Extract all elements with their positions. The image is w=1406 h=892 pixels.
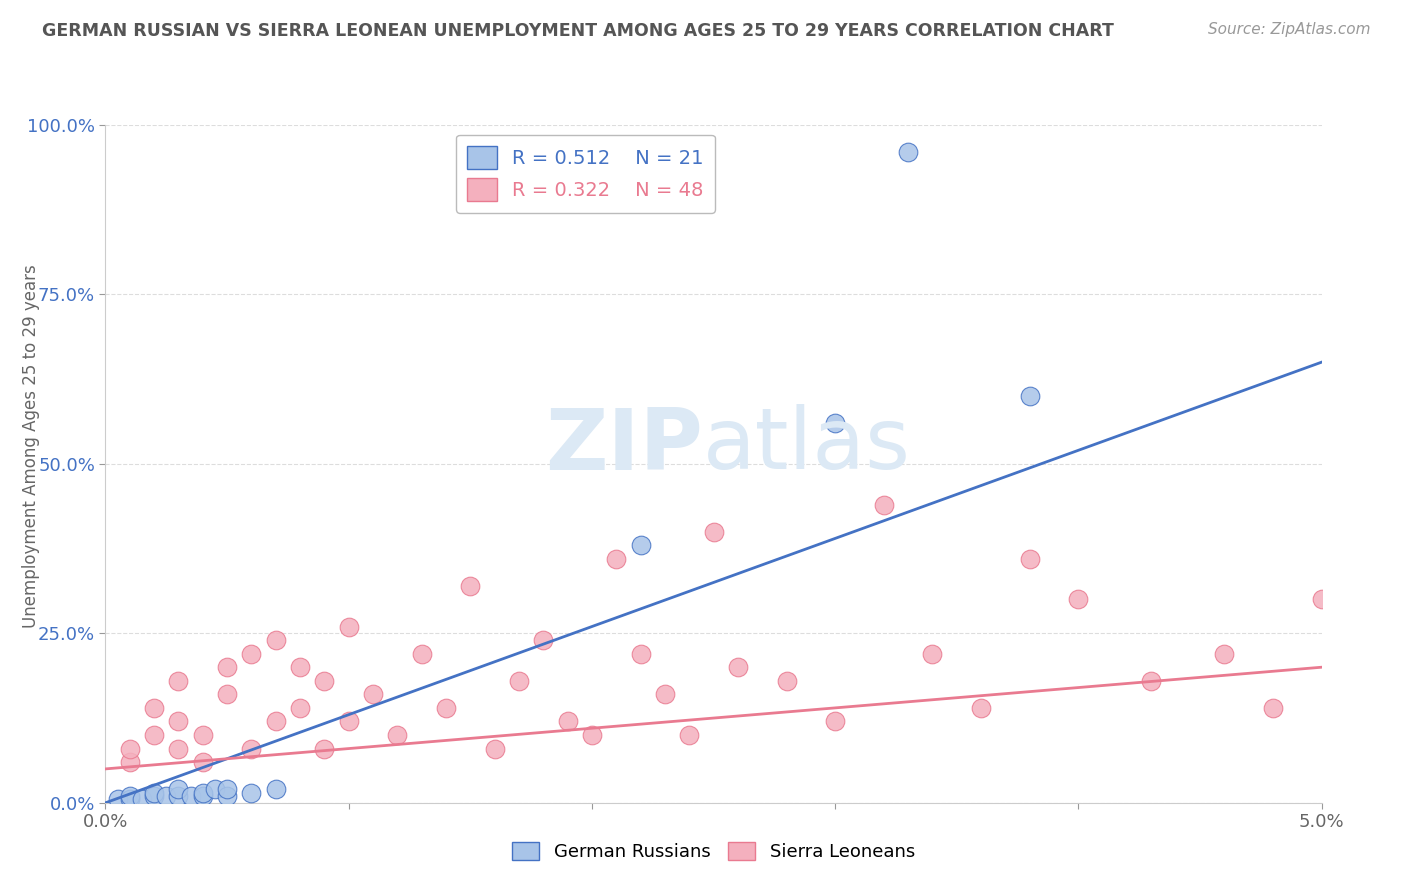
Point [143,728,166,742]
Point [387,728,409,742]
Text: Unemployment Among Ages 25 to 29 years: Unemployment Among Ages 25 to 29 years [22,264,39,628]
Point [824,714,846,729]
Point [288,660,311,674]
Point [1140,673,1163,688]
Point [264,782,287,797]
Text: atlas: atlas [703,404,911,488]
Point [654,687,676,701]
Point [1067,592,1090,607]
Point [167,714,190,729]
Text: GERMAN RUSSIAN VS SIERRA LEONEAN UNEMPLOYMENT AMONG AGES 25 TO 29 YEARS CORRELAT: GERMAN RUSSIAN VS SIERRA LEONEAN UNEMPLO… [42,22,1114,40]
Point [702,524,725,539]
Point [605,551,627,566]
Point [191,789,214,803]
Point [217,687,239,701]
Text: ZIP: ZIP [546,404,703,488]
Point [118,792,141,806]
Point [873,498,896,512]
Point [131,792,153,806]
Point [155,789,177,803]
Point [204,782,226,797]
Point [508,673,530,688]
Point [921,647,943,661]
Point [264,714,287,729]
Point [217,660,239,674]
Point [630,647,652,661]
Point [191,728,214,742]
Point [167,741,190,756]
Point [240,741,263,756]
Point [143,701,166,715]
Point [191,755,214,769]
Point [314,673,336,688]
Point [217,782,239,797]
Point [1213,647,1236,661]
Point [361,687,384,701]
Point [1018,551,1040,566]
Point [167,782,190,797]
Point [314,741,336,756]
Point [118,755,141,769]
Point [970,701,993,715]
Point [458,579,481,593]
Point [118,741,141,756]
Point [288,701,311,715]
Point [217,789,239,803]
Point [1018,389,1040,403]
Point [1261,701,1284,715]
Point [191,786,214,800]
Point [678,728,700,742]
Point [240,786,263,800]
Point [143,789,166,803]
Point [727,660,749,674]
Point [434,701,457,715]
Text: Source: ZipAtlas.com: Source: ZipAtlas.com [1208,22,1371,37]
Point [775,673,797,688]
Point [167,673,190,688]
Point [630,538,652,552]
Point [118,789,141,803]
Point [240,647,263,661]
Point [531,633,554,648]
Point [484,741,506,756]
Point [557,714,579,729]
Point [337,714,360,729]
Point [180,789,202,803]
Point [337,619,360,633]
Point [143,786,166,800]
Point [264,633,287,648]
Point [107,792,129,806]
Point [167,789,190,803]
Point [824,416,846,430]
Point [411,647,433,661]
Point [581,728,603,742]
Legend: German Russians, Sierra Leoneans: German Russians, Sierra Leoneans [505,835,922,868]
Point [1310,592,1333,607]
Point [897,145,920,159]
